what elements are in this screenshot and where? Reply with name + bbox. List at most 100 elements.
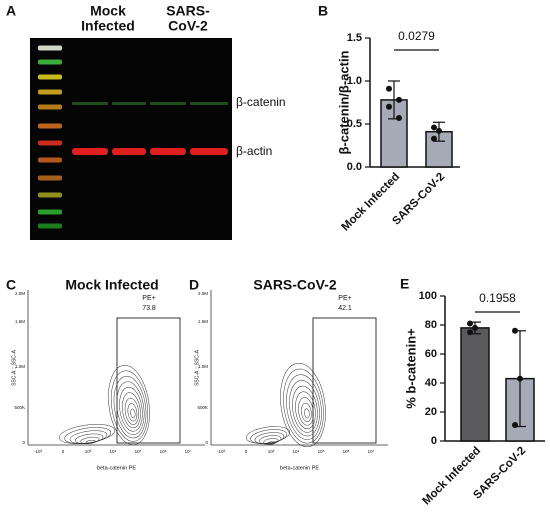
data-point [512,422,518,429]
data-point [472,324,478,331]
lane-header: Infected [81,18,135,34]
data-point [512,327,518,334]
plot-title: Mock Infected [65,277,158,293]
x-tick-label: 10⁵ [318,449,325,454]
ladder-band [38,209,62,215]
y-tick-label: 1.0 [347,75,362,87]
contour [119,386,143,432]
x-tick-label: 10⁷ [185,449,192,454]
data-point [431,124,437,131]
panel-label: C [6,277,16,293]
x-tick-label: 10⁴ [110,449,117,454]
gate-value: 73.8 [142,305,156,312]
x-tick-label: -10³ [217,449,226,454]
contour [250,429,288,444]
x-tick-label: Mock Infected [421,445,484,508]
data-point [396,96,402,103]
p-value: 0.1958 [479,291,516,305]
y-tick-label: 500K [197,405,208,410]
y-tick-label: 2.0M [15,291,25,296]
data-point [467,320,473,327]
ladder-band [38,104,62,110]
contour [116,381,145,435]
lane-header: CoV-2 [168,18,208,34]
y-axis-label: SSC-A :: SSC-A [11,349,17,386]
band-label: β-actin [236,144,272,158]
ladder-band [38,59,62,65]
contour [283,368,324,444]
contour [245,426,291,444]
contour [110,370,149,442]
contour [298,397,314,426]
contour [122,392,141,429]
contour [108,365,150,445]
data-point [386,85,392,92]
y-tick-label: 2.0M [198,291,208,296]
panel-label: A [6,3,16,19]
data-point [467,329,473,336]
y-tick-label: 80 [425,319,437,331]
contour [280,363,326,447]
band-label: β-catenin [236,95,286,109]
y-tick-label: 0 [22,440,25,445]
contour [292,385,318,433]
y-tick-label: 0 [205,440,208,445]
actin-band [72,148,108,155]
y-tick-label: 1.5M [15,319,25,324]
catenin-band [112,102,146,105]
bar [460,327,490,442]
x-tick-label: 10⁷ [368,449,375,454]
actin-band [190,148,228,155]
contour [259,435,282,445]
x-tick-label: 0 [62,449,65,454]
contour [254,432,285,445]
blot-image [30,38,232,240]
y-tick-label: 0.0 [347,161,362,173]
x-tick-label: -10³ [34,449,43,454]
contour [286,374,322,440]
gate-name: PE+ [338,295,351,302]
x-tick-label: 0 [245,449,248,454]
contour [58,424,116,444]
ladder-band [38,140,62,146]
data-point [517,375,523,382]
contour [127,403,138,422]
y-tick-label: 100 [419,290,437,302]
y-axis-label: % b-catenin+ [403,328,418,409]
x-tick-label: 10⁵ [135,449,142,454]
gate [312,317,377,444]
contour [289,380,320,437]
x-axis-label: beta-catenin PE [280,465,319,471]
data-point [436,127,442,134]
catenin-band [150,102,186,105]
actin-band [112,148,146,155]
ladder-band [38,223,62,229]
y-tick-label: 0.5 [347,118,362,130]
contour [304,408,310,419]
contour [113,375,147,439]
lane-header: Mock [90,3,126,19]
data-point [396,114,402,121]
ladder-band [38,123,62,129]
x-tick-label: 10⁶ [343,449,350,454]
p-value: 0.0279 [398,29,435,43]
plot-title: SARS-CoV-2 [253,277,336,293]
contour [301,402,312,422]
contour [124,397,140,425]
y-tick-label: 40 [425,377,437,389]
gate-value: 42.1 [338,305,352,312]
x-tick-label: Mock Infected [340,171,403,234]
x-tick-label: 10⁴ [293,449,300,454]
actin-band [150,148,186,155]
contour [263,438,279,445]
y-tick-label: 20 [425,406,437,418]
y-tick-label: 1.5M [198,319,208,324]
y-axis-label: SSC-A :: SSC-A [194,349,200,386]
ladder-band [38,74,62,80]
data-point [431,135,437,142]
contour [130,408,136,419]
panel-label: D [189,277,199,293]
lane-header: SARS- [166,3,210,19]
catenin-band [72,102,108,105]
